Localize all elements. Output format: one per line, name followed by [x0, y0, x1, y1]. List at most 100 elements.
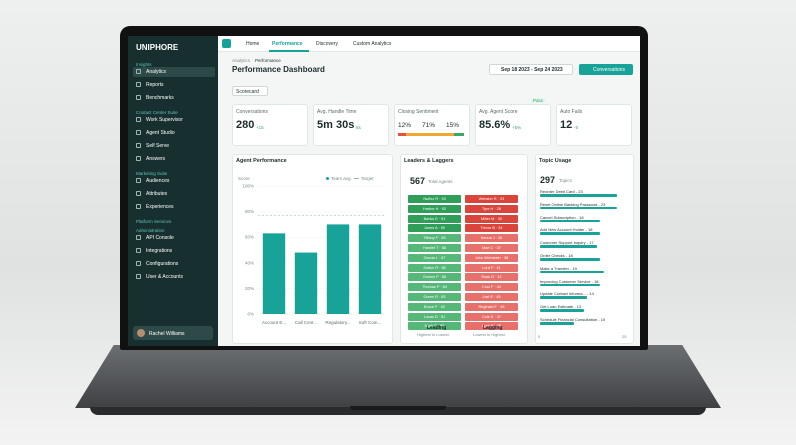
- total: 567: [410, 176, 426, 186]
- nav-item[interactable]: Experiences: [146, 204, 174, 210]
- avatar: [137, 329, 145, 337]
- topic-bar: [540, 283, 601, 287]
- button[interactable]: [579, 64, 633, 75]
- x-tick-label: Soft Com...: [359, 320, 382, 325]
- column-sub: Highest to Lowest: [417, 332, 449, 337]
- nav-icon: [136, 95, 141, 100]
- lagger: Tyre H · 28: [465, 204, 518, 213]
- nav-icon: [136, 274, 141, 279]
- bar: [358, 224, 382, 314]
- section-title: Platform Services: [136, 219, 172, 224]
- tab[interactable]: Performance: [272, 41, 303, 47]
- topic-label: Customer Support Inquiry - 17: [540, 240, 594, 246]
- nav-item[interactable]: User & Accounts: [146, 274, 183, 280]
- leader: Thomas P · 84: [408, 283, 461, 292]
- screen: UNIPHORE Insights Analytics Reports Benchma…: [128, 36, 640, 346]
- topic-bar: [540, 232, 601, 235]
- bar: [326, 224, 350, 314]
- leader: Jones A · 90: [408, 224, 461, 233]
- tab-bar: [218, 36, 640, 52]
- home-icon: [222, 39, 231, 48]
- nav-item[interactable]: Attributes: [146, 191, 168, 197]
- nav-item[interactable]: Self Serve: [146, 143, 170, 149]
- nav-item[interactable]: Integrations: [146, 248, 173, 254]
- nav-item[interactable]: Reports: [146, 82, 164, 88]
- bar: [262, 233, 286, 314]
- leader: Gomez P · 85: [408, 273, 461, 282]
- topic-bar: [540, 245, 598, 248]
- topic-bar: [540, 309, 584, 312]
- button-label: Conversations: [593, 67, 625, 73]
- nav-item[interactable]: Agent Studio: [146, 130, 175, 136]
- leader: Mark C · 80: [408, 322, 461, 331]
- kpi-value: 280: [236, 119, 255, 131]
- kpi-card: [475, 104, 551, 146]
- sentiment-label: 12%: [398, 122, 412, 129]
- x-tick-label: Regulatory...: [325, 320, 350, 325]
- nav-item[interactable]: Answers: [146, 156, 166, 162]
- lagger: Cole E · 47: [465, 312, 518, 321]
- user-name[interactable]: Rachel Williams: [149, 331, 185, 337]
- leader: Sutton R · 86: [408, 263, 461, 272]
- kpi-label: Auto Fails: [560, 109, 583, 115]
- x-tick-label: 0: [538, 334, 541, 339]
- nav-item[interactable]: API Console: [146, 235, 174, 241]
- leader: Tiffany F · 89: [408, 234, 461, 243]
- lagger: John Weinstein · 38: [465, 253, 518, 262]
- date-picker[interactable]: [489, 64, 573, 75]
- kpi-label: Conversations: [236, 109, 268, 115]
- legend-dash: [354, 178, 359, 179]
- topic-bar: [540, 219, 601, 223]
- leader: Bruce F · 82: [408, 302, 461, 311]
- y-tick-label: 80%: [245, 209, 254, 214]
- lagger: Kenna J · 36: [465, 234, 518, 243]
- topic-bar: [540, 194, 618, 197]
- lagger: Trevor B · 34: [465, 224, 518, 233]
- lagger: Ross G · 42: [465, 273, 518, 282]
- main: Home Performance Discovery Custom Analytics…: [218, 36, 640, 346]
- laptop-notch: [350, 406, 446, 410]
- topic-label: Cancel Subscription - 18: [540, 214, 584, 220]
- breadcrumb: Performance: [255, 58, 281, 63]
- kpi-value: 12: [560, 119, 573, 131]
- section-title: Contact Center Suite: [136, 110, 178, 115]
- panel-title: Topic Usage: [539, 158, 572, 164]
- topic-label: Order Checks - 18: [540, 253, 573, 258]
- kpi-value: 5m 30s: [317, 119, 355, 131]
- nav-item[interactable]: Benchmarks: [146, 95, 174, 101]
- nav-icon: [136, 117, 141, 122]
- kpi-delta: 5s: [356, 125, 361, 130]
- nav-item[interactable]: Work Supervisor: [146, 117, 183, 123]
- topic-bar: [540, 258, 601, 261]
- date-range: Sep 18 2023 - Sep 24 2023: [501, 67, 563, 73]
- nav-icon: [136, 204, 141, 209]
- leader: Nuñez R · 93: [408, 195, 461, 203]
- laptop-edge: [90, 407, 706, 415]
- filter[interactable]: Scorecard: [232, 86, 268, 96]
- legend-dot: [326, 177, 329, 180]
- kpi-label: Avg. Handle Time: [317, 109, 357, 115]
- lagger: Lyon K · 48: [465, 322, 518, 331]
- nav-icon: [136, 261, 141, 266]
- kpi-delta: -5: [574, 125, 579, 130]
- nav-item[interactable]: Audiences: [146, 178, 170, 184]
- tab[interactable]: Discovery: [316, 41, 338, 47]
- column-title: Lagging: [483, 325, 503, 331]
- section-title: Insights: [136, 62, 152, 67]
- leader: Garcia L · 87: [408, 253, 461, 262]
- sentiment-label: 15%: [446, 122, 460, 129]
- kpi-value: 85.6%: [479, 119, 511, 131]
- tab[interactable]: Custom Analytics: [353, 41, 392, 47]
- sentiment-segment: [453, 133, 464, 136]
- nav-item[interactable]: Analytics: [146, 69, 167, 75]
- y-tick-label: 100%: [242, 184, 254, 189]
- lagger: Lord F · 41: [465, 263, 518, 272]
- lagger: Cruz F · 44: [465, 283, 518, 292]
- tab[interactable]: Home: [246, 41, 260, 47]
- nav-item[interactable]: Configurations: [146, 261, 179, 267]
- kpi-label: Closing Sentiment: [398, 109, 439, 115]
- nav-icon: [136, 191, 141, 196]
- lagger: Reginald F · 46: [465, 302, 518, 311]
- nav-active: [133, 67, 215, 77]
- topic-label: Get Loan Estimate - 13: [540, 304, 582, 310]
